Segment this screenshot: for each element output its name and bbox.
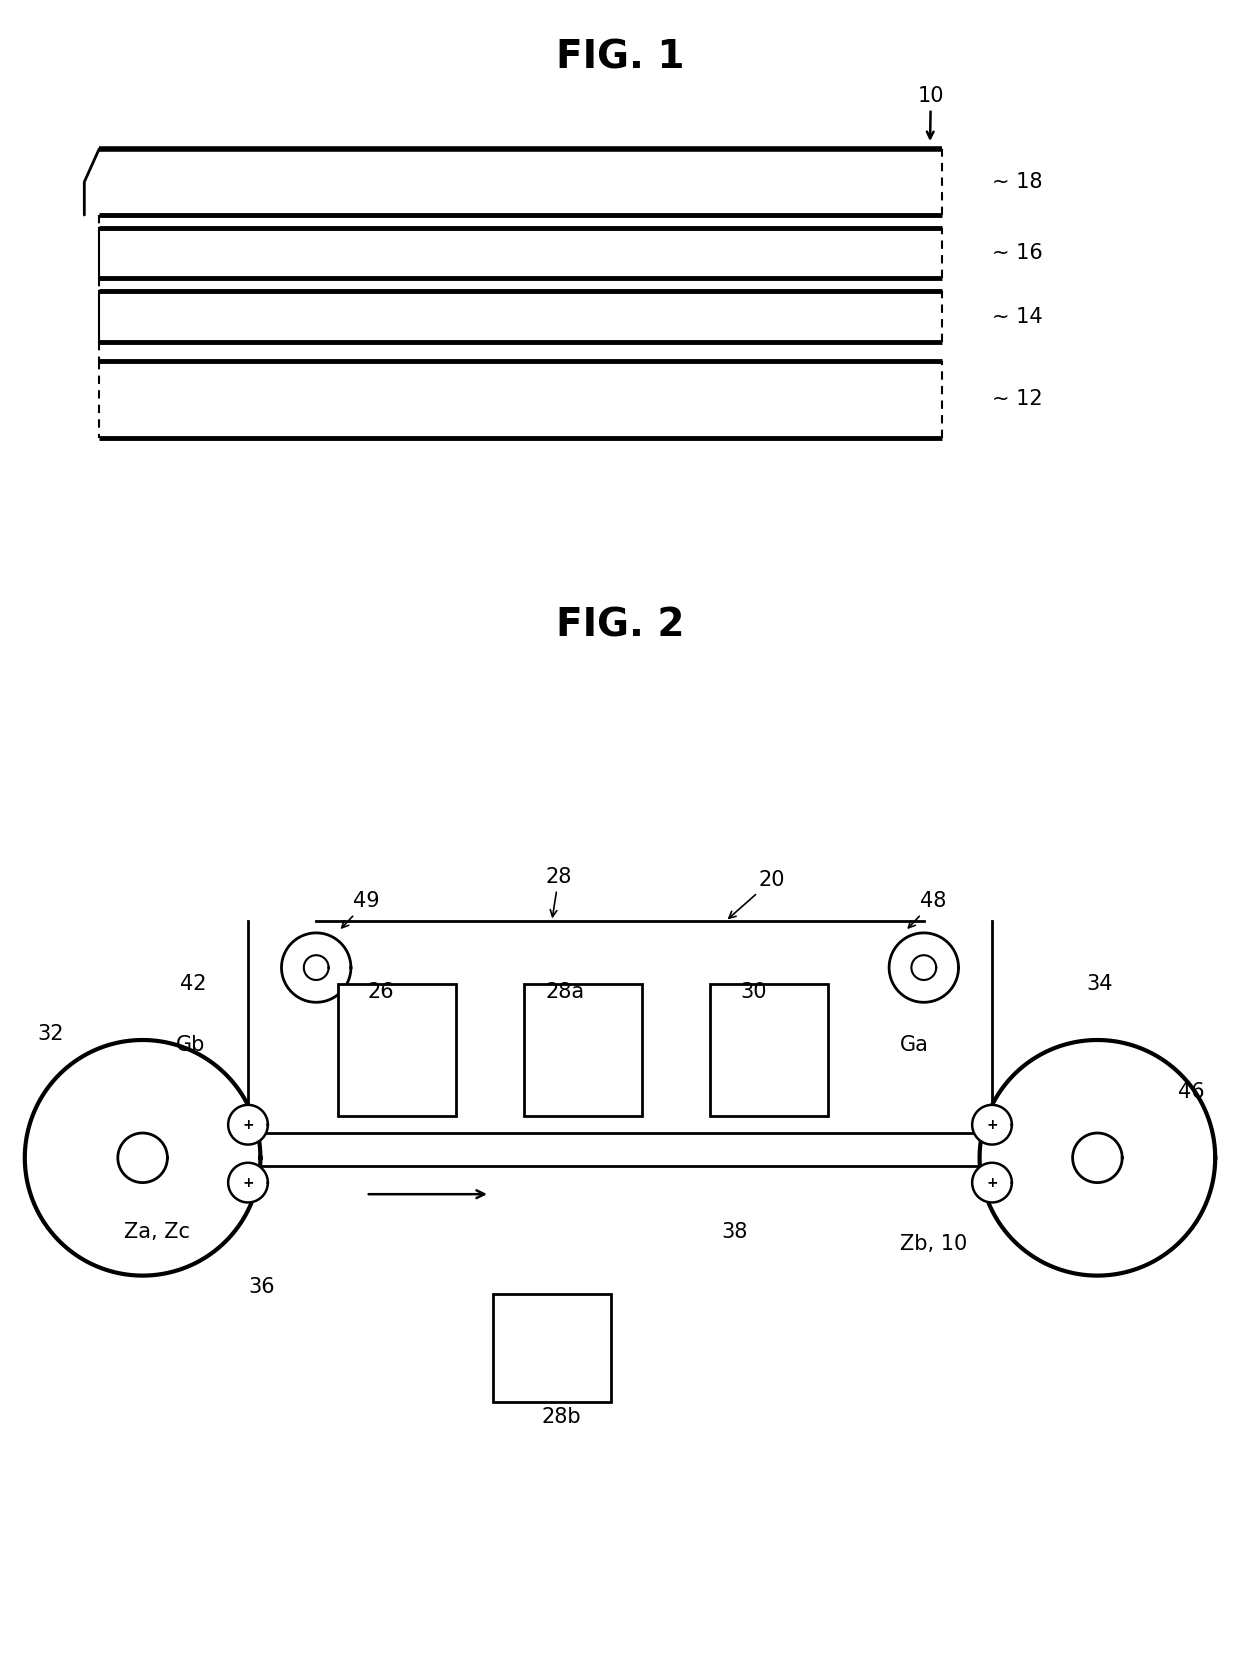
Text: Ga: Ga	[900, 1035, 929, 1055]
Text: 28b: 28b	[542, 1408, 582, 1427]
Text: 49: 49	[342, 892, 379, 928]
Text: 28: 28	[546, 867, 572, 916]
Text: Za, Zc: Za, Zc	[124, 1222, 190, 1242]
Text: ~ 12: ~ 12	[992, 389, 1043, 410]
Text: 46: 46	[1178, 1082, 1204, 1102]
Polygon shape	[972, 1105, 1012, 1145]
Polygon shape	[118, 1133, 167, 1183]
Text: Gb: Gb	[176, 1035, 206, 1055]
Text: 32: 32	[37, 1024, 63, 1044]
Polygon shape	[228, 1163, 268, 1202]
Text: 36: 36	[248, 1277, 274, 1297]
Text: ~ 16: ~ 16	[992, 243, 1043, 263]
Text: 30: 30	[740, 982, 766, 1002]
Text: 26: 26	[367, 982, 393, 1002]
Text: +: +	[986, 1176, 998, 1189]
Text: 42: 42	[180, 974, 206, 994]
Text: 20: 20	[729, 870, 785, 918]
Polygon shape	[281, 933, 351, 1002]
Text: 28a: 28a	[546, 982, 585, 1002]
Text: 48: 48	[909, 892, 946, 928]
Bar	[709, 984, 828, 1116]
Text: 38: 38	[722, 1222, 748, 1242]
Polygon shape	[1073, 1133, 1122, 1183]
Bar	[248, 1133, 992, 1166]
Polygon shape	[304, 956, 329, 979]
Bar	[337, 984, 456, 1116]
Polygon shape	[889, 933, 959, 1002]
Text: FIG. 2: FIG. 2	[556, 607, 684, 643]
Text: 10: 10	[918, 86, 944, 139]
Polygon shape	[25, 1040, 260, 1275]
Text: Zb, 10: Zb, 10	[900, 1234, 967, 1254]
Text: ~ 18: ~ 18	[992, 172, 1043, 192]
Bar	[523, 984, 642, 1116]
Bar	[494, 1293, 611, 1403]
Text: +: +	[242, 1176, 254, 1189]
Polygon shape	[972, 1163, 1012, 1202]
Polygon shape	[911, 956, 936, 979]
Polygon shape	[228, 1105, 268, 1145]
Polygon shape	[980, 1040, 1215, 1275]
Text: +: +	[242, 1118, 254, 1131]
Text: ~ 14: ~ 14	[992, 306, 1043, 327]
Text: 34: 34	[1086, 974, 1112, 994]
Text: +: +	[986, 1118, 998, 1131]
Text: FIG. 1: FIG. 1	[556, 40, 684, 76]
